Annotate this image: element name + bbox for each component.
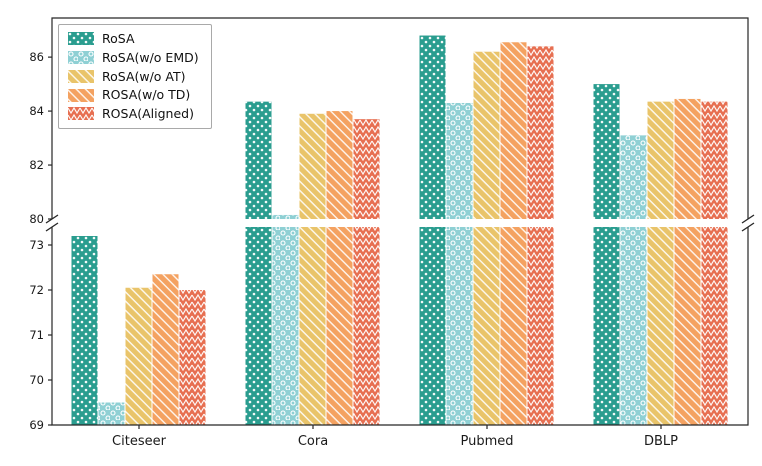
bar-RoSA(w/o EMD) — [272, 227, 299, 425]
y-tick-label: 70 — [29, 373, 44, 387]
bar-ROSA(w/o TD) — [674, 227, 701, 425]
bar-RoSA(w/o EMD) — [446, 102, 473, 219]
y-tick-label: 69 — [29, 418, 44, 432]
y-tick-label: 73 — [29, 238, 44, 252]
legend-label: RoSA(w/o EMD) — [102, 49, 199, 65]
bar-RoSA — [245, 227, 272, 425]
y-tick-label: 82 — [29, 158, 44, 172]
y-tick-label: 71 — [29, 328, 44, 342]
bar-ROSA(Aligned) — [179, 290, 206, 425]
bar-RoSA(w/o AT) — [647, 227, 674, 425]
legend-item: RoSA(w/o EMD) — [68, 49, 199, 65]
axis-break-mark — [741, 214, 755, 224]
legend-item: ROSA(w/o TD) — [68, 88, 199, 102]
bar-RoSA(w/o AT) — [299, 113, 326, 219]
legend-label: RoSA — [102, 31, 135, 46]
axis-break-mark — [45, 222, 59, 232]
legend-swatch-rosa-wo-at — [68, 69, 94, 83]
bar-ROSA(w/o TD) — [326, 227, 353, 425]
y-tick-label: 72 — [29, 283, 44, 297]
y-tick-label: 80 — [29, 212, 44, 226]
bar-RoSA(w/o EMD) — [98, 402, 125, 425]
bar-RoSA — [593, 84, 620, 219]
x-category-label: DBLP — [644, 434, 678, 449]
bar-ROSA(w/o TD) — [674, 98, 701, 219]
legend-swatch-rosa-aligned — [68, 107, 94, 121]
bar-RoSA — [593, 227, 620, 425]
axis-break-mark — [741, 222, 755, 232]
bar-ROSA(Aligned) — [701, 101, 728, 219]
legend-swatch-rosa-wo-td — [68, 88, 94, 102]
bar-RoSA(w/o EMD) — [620, 227, 647, 425]
bar-RoSA(w/o AT) — [473, 51, 500, 220]
bar-RoSA — [419, 227, 446, 425]
bar-ROSA(w/o TD) — [326, 111, 353, 219]
bar-RoSA — [419, 35, 446, 219]
legend-label: ROSA(Aligned) — [102, 106, 194, 121]
legend-item: RoSA — [68, 32, 199, 46]
bar-ROSA(Aligned) — [353, 119, 380, 219]
bar-RoSA(w/o EMD) — [446, 227, 473, 425]
y-tick-label: 86 — [29, 50, 44, 64]
bar-RoSA(w/o AT) — [299, 227, 326, 425]
x-category-label: Pubmed — [460, 434, 513, 449]
legend-item: RoSA(w/o AT) — [68, 68, 199, 84]
legend-label: ROSA(w/o TD) — [102, 87, 191, 103]
bar-RoSA(w/o AT) — [125, 287, 152, 425]
legend: RoSA RoSA(w/o EMD) RoSA(w/o AT) ROSA(w/o… — [58, 24, 212, 129]
legend-label: RoSA(w/o AT) — [102, 68, 186, 84]
x-category-label: Cora — [298, 434, 328, 449]
bar-ROSA(Aligned) — [353, 227, 380, 425]
x-category-label: Citeseer — [112, 434, 167, 449]
bar-ROSA(w/o TD) — [500, 227, 527, 425]
bar-RoSA(w/o AT) — [473, 227, 500, 425]
legend-swatch-rosa — [68, 32, 94, 46]
bar-ROSA(Aligned) — [701, 227, 728, 425]
bar-ROSA(w/o TD) — [152, 274, 179, 425]
bar-RoSA(w/o EMD) — [620, 135, 647, 219]
bar-RoSA(w/o AT) — [647, 101, 674, 219]
bar-ROSA(Aligned) — [527, 46, 554, 219]
bar-RoSA — [71, 236, 98, 425]
axis-break-mark — [45, 214, 59, 224]
legend-swatch-rosa-wo-emd — [68, 51, 94, 65]
axes: 80 82 84 86 69 70 71 72 73 Citeseer Cora Pubmed DBLP — [29, 17, 755, 449]
bar-RoSA — [245, 101, 272, 219]
bars — [71, 35, 728, 425]
bar-ROSA(w/o TD) — [500, 42, 527, 220]
y-tick-label: 84 — [29, 104, 44, 118]
bar-ROSA(Aligned) — [527, 227, 554, 425]
bar-RoSA(w/o EMD) — [272, 214, 299, 219]
legend-item: ROSA(Aligned) — [68, 107, 199, 121]
